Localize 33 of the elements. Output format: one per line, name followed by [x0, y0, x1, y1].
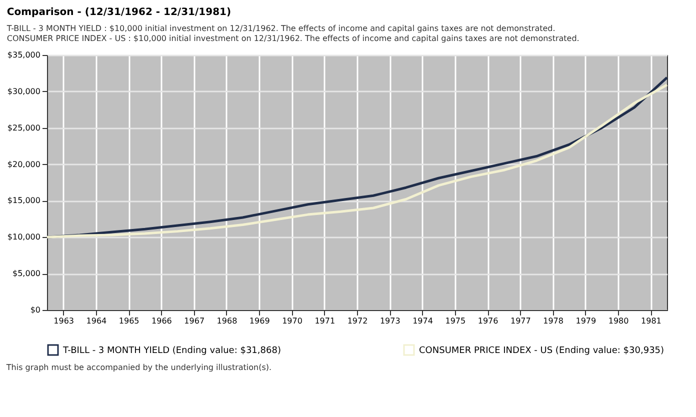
y-tick-label: $25,000	[7, 123, 40, 132]
x-tick-label: 1963	[54, 316, 74, 326]
x-tick-label: 1970	[282, 316, 302, 326]
x-tick-label: 1975	[445, 316, 466, 326]
text: This graph must be accompanied by the underlying illustration(s).	[5, 363, 272, 372]
x-tick-label: 1967	[184, 316, 205, 326]
y-tick-label: $10,000	[7, 232, 40, 242]
x-tick-label: 1974	[412, 316, 433, 326]
x-tick-label: 1973	[380, 316, 400, 326]
y-tick-label: $30,000	[7, 86, 40, 96]
x-tick-label: 1978	[543, 316, 564, 326]
y-tick-label: $15,000	[7, 196, 40, 206]
chart-title: Comparison - (12/31/1962 - 12/31/1981)	[6, 7, 232, 18]
legend-label: T-BILL - 3 MONTH YIELD (Ending value: $31,868)	[62, 346, 281, 356]
x-tick-label: 1980	[608, 316, 629, 326]
x-tick-label: 1969	[249, 316, 270, 326]
x-tick-label: 1966	[152, 316, 172, 326]
y-tick-label: $35,000	[7, 50, 40, 60]
x-tick-label: 1979	[576, 316, 596, 326]
legend-label: CONSUMER PRICE INDEX - US (Ending value: $30,935)	[419, 346, 664, 356]
x-tick-label: 1971	[314, 316, 336, 326]
x-tick-label: 1972	[347, 316, 368, 326]
x-tick-label: 1965	[118, 316, 140, 326]
y-tick-label: $0	[30, 306, 40, 314]
x-tick-label: 1976	[478, 316, 498, 326]
y-tick-label: $20,000	[7, 160, 40, 169]
text: T-BILL - 3 MONTH YIELD : $10,000 initial investment on 12/31/1962. The effects of income and capital gains taxes are not demonstrated.	[6, 24, 556, 33]
x-tick-label: 1968	[216, 316, 238, 326]
x-tick-label: 1977	[510, 316, 531, 326]
y-tick-label: $5,000	[12, 269, 40, 278]
x-tick-label: 1981	[641, 316, 662, 326]
x-tick-label: 1964	[86, 316, 107, 326]
text: CONSUMER PRICE INDEX - US : $10,000 initial investment on 12/31/1962. The effects of income and capital gains taxes are not demonstrated.	[6, 34, 580, 43]
